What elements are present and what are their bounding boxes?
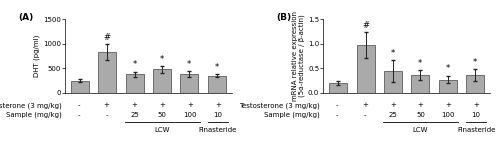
- Text: 25: 25: [388, 112, 397, 118]
- Bar: [412, 75, 429, 93]
- Text: Sample (mg/kg): Sample (mg/kg): [6, 112, 62, 118]
- Text: *: *: [132, 60, 137, 69]
- Text: +: +: [104, 102, 110, 108]
- Bar: [208, 76, 226, 93]
- Text: *: *: [160, 55, 164, 64]
- Bar: [180, 74, 198, 93]
- Bar: [357, 45, 374, 93]
- Text: +: +: [132, 102, 138, 108]
- Text: Testosterone (3 mg/kg): Testosterone (3 mg/kg): [0, 102, 62, 109]
- Text: *: *: [418, 59, 422, 68]
- Text: -: -: [364, 112, 366, 118]
- Text: 10: 10: [472, 112, 480, 118]
- Bar: [71, 80, 89, 93]
- Text: *: *: [187, 60, 192, 69]
- Text: Finasteride: Finasteride: [457, 127, 496, 133]
- Bar: [384, 71, 402, 93]
- Text: -: -: [78, 102, 80, 108]
- Text: *: *: [391, 49, 395, 58]
- Text: #: #: [362, 21, 369, 30]
- Bar: [126, 74, 144, 93]
- Text: LCW: LCW: [413, 127, 428, 133]
- Bar: [466, 75, 484, 93]
- Bar: [153, 69, 171, 93]
- Text: 50: 50: [158, 112, 166, 118]
- Text: 10: 10: [214, 112, 222, 118]
- Bar: [98, 52, 116, 93]
- Text: 25: 25: [130, 112, 139, 118]
- Text: (B): (B): [276, 13, 292, 22]
- Text: Testosterone (3 mg/kg): Testosterone (3 mg/kg): [240, 102, 320, 109]
- Text: *: *: [214, 63, 219, 72]
- Text: +: +: [362, 102, 368, 108]
- Text: *: *: [446, 64, 450, 73]
- Text: LCW: LCW: [154, 127, 170, 133]
- Bar: [330, 83, 347, 93]
- Text: #: #: [104, 32, 111, 42]
- Text: *: *: [473, 58, 477, 67]
- Text: +: +: [390, 102, 396, 108]
- Text: +: +: [160, 102, 165, 108]
- Text: -: -: [336, 102, 338, 108]
- Text: +: +: [418, 102, 424, 108]
- Bar: [439, 80, 456, 93]
- Text: -: -: [106, 112, 108, 118]
- Text: +: +: [215, 102, 220, 108]
- Text: +: +: [473, 102, 479, 108]
- Text: -: -: [336, 112, 338, 118]
- Text: 100: 100: [442, 112, 455, 118]
- Text: Sample (mg/kg): Sample (mg/kg): [264, 112, 320, 118]
- Text: 50: 50: [416, 112, 425, 118]
- Text: Finasteride: Finasteride: [198, 127, 237, 133]
- Text: -: -: [78, 112, 80, 118]
- Text: +: +: [446, 102, 452, 108]
- Text: 100: 100: [183, 112, 197, 118]
- Text: (A): (A): [18, 13, 34, 22]
- Y-axis label: DHT (pg/ml): DHT (pg/ml): [34, 35, 40, 77]
- Y-axis label: mRNA relative expression
(5α-reductase / β-actin): mRNA relative expression (5α-reductase /…: [292, 11, 305, 101]
- Text: +: +: [187, 102, 193, 108]
